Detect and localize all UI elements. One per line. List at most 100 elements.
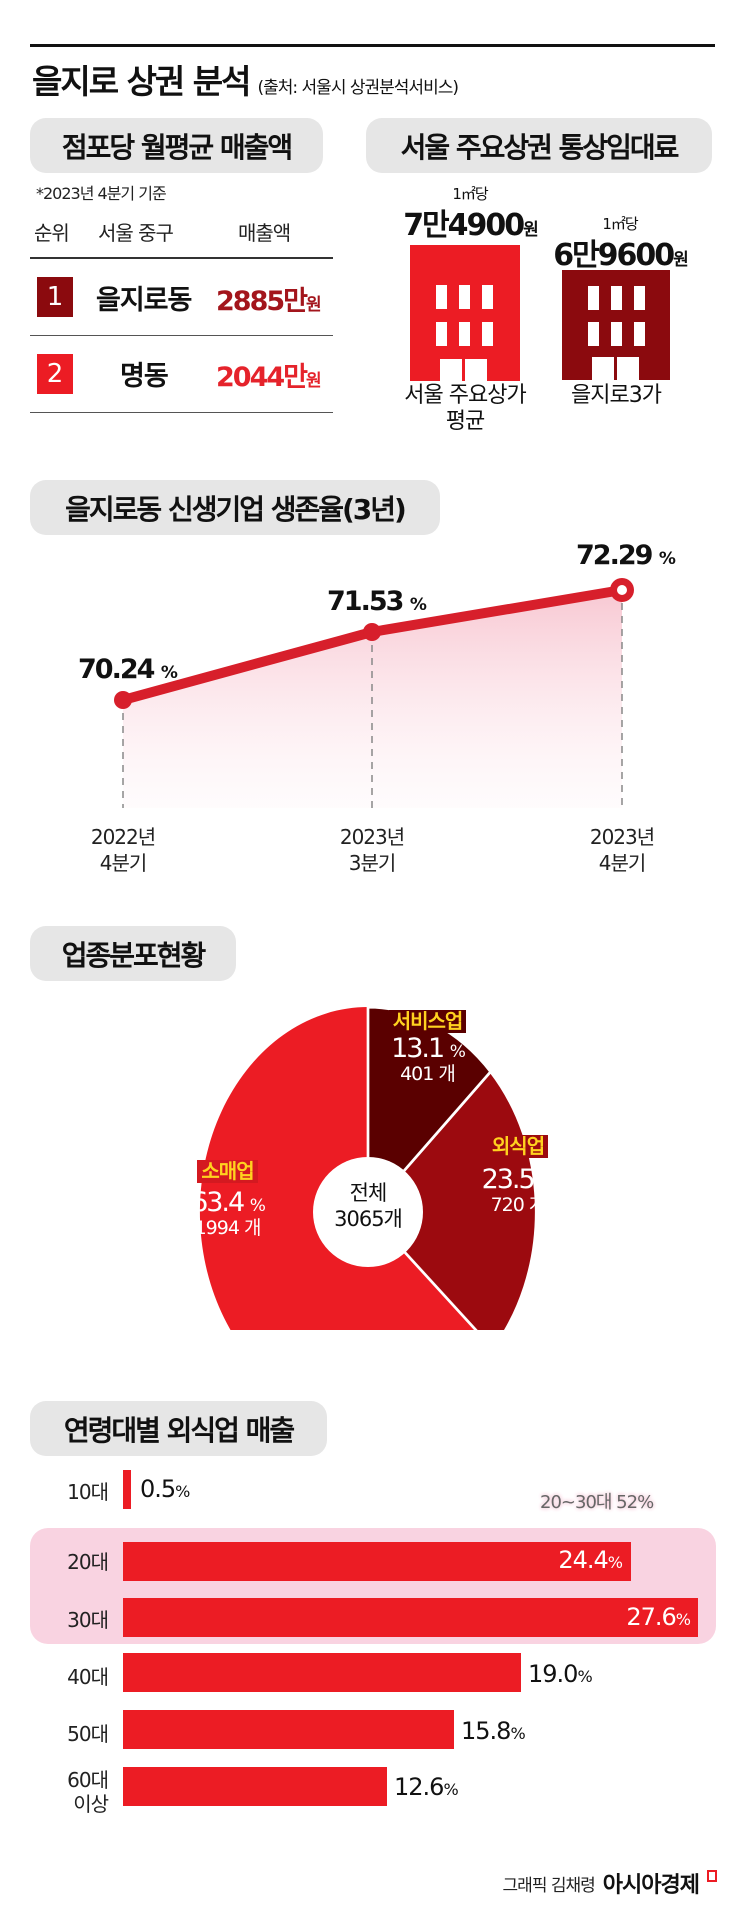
survival-value-3-unit: % bbox=[658, 549, 676, 569]
bar-40s bbox=[123, 1653, 521, 1692]
bar-value-20s: 24.4% bbox=[540, 1546, 623, 1574]
amount-2-unit: 원 bbox=[306, 371, 322, 391]
district-2: 명동 bbox=[120, 361, 169, 392]
source-note: (출처: 서울시 상권분석서비스) bbox=[257, 78, 459, 98]
bar-value-60s: 12.6% bbox=[394, 1773, 459, 1801]
industry-section-title: 업종분포현황 bbox=[30, 926, 236, 981]
footer: 그래픽 김채령 아시아경제 bbox=[503, 1867, 717, 1899]
age-label-40: 40대 bbox=[67, 1665, 109, 1689]
building-icon-euljiro3ga bbox=[562, 270, 670, 380]
bar-value-60s-num: 12.6 bbox=[394, 1773, 444, 1801]
x-label-3-line2: 4분기 bbox=[598, 851, 647, 875]
col-district: 서울 중구 bbox=[98, 221, 174, 245]
label-service-pct: 13.1 bbox=[391, 1033, 445, 1064]
col-rank: 순위 bbox=[34, 221, 70, 245]
age-label-30: 30대 bbox=[67, 1608, 109, 1632]
rent-price-2-unit: 원 bbox=[673, 250, 689, 270]
sales-note: *2023년 4분기 기준 bbox=[36, 184, 167, 203]
highlight-label: 20~30대 52% bbox=[540, 1492, 654, 1513]
brand-logo: 아시아경제 bbox=[602, 1873, 700, 1898]
age-label-10: 10대 bbox=[67, 1480, 109, 1504]
label-food-pct: 23.5 bbox=[481, 1164, 536, 1195]
x-label-1-line1: 2022년 bbox=[90, 825, 156, 849]
survival-value-3: 72.29 % bbox=[576, 540, 676, 571]
age-label-60-line1: 60대 bbox=[67, 1768, 109, 1792]
bar-20s bbox=[123, 1542, 631, 1581]
x-label-1: 2022년 4분기 bbox=[73, 824, 173, 876]
unit: % bbox=[577, 1667, 592, 1686]
amount-2: 2044만원 bbox=[216, 355, 322, 394]
data-point-1 bbox=[114, 691, 132, 709]
data-point-2 bbox=[363, 623, 381, 641]
x-label-3-line1: 2023년 bbox=[589, 825, 655, 849]
unit: % bbox=[175, 1482, 190, 1501]
unit: % bbox=[607, 1553, 623, 1572]
label-food: 외식업 23.5 % 720 개 bbox=[468, 1135, 568, 1217]
amount-2-value: 2044만 bbox=[216, 362, 308, 393]
survival-value-1-unit: % bbox=[160, 663, 178, 683]
age-label-60-line2: 이상 bbox=[73, 1792, 109, 1816]
pct-unit: % bbox=[540, 1173, 556, 1193]
bar-10s bbox=[123, 1470, 131, 1509]
pct-unit: % bbox=[449, 1042, 466, 1062]
table-divider bbox=[30, 335, 333, 336]
pct-unit: % bbox=[249, 1196, 266, 1216]
donut-center-label: 전체 3065개 bbox=[313, 1180, 423, 1232]
x-label-2-line2: 3분기 bbox=[348, 851, 397, 875]
amount-1-value: 2885만 bbox=[216, 286, 308, 317]
rent-caption-1: 서울 주요상가 평균 bbox=[385, 383, 545, 435]
unit: % bbox=[443, 1780, 458, 1799]
bar-value-50s: 15.8% bbox=[461, 1717, 526, 1745]
label-retail: 소매업 63.4 % 1994 개 bbox=[180, 1160, 275, 1240]
sales-section-title: 점포당 월평균 매출액 bbox=[30, 118, 323, 173]
label-service-count: 401 개 bbox=[400, 1063, 456, 1086]
age-section-title: 연령대별 외식업 매출 bbox=[30, 1401, 327, 1456]
center-label-line2: 3065개 bbox=[334, 1207, 403, 1231]
bar-value-40s: 19.0% bbox=[528, 1660, 593, 1688]
rent-price-2: 6만9600원 bbox=[540, 230, 700, 274]
survival-value-1: 70.24 % bbox=[78, 654, 178, 685]
x-label-1-line2: 4분기 bbox=[99, 851, 148, 875]
unit: % bbox=[675, 1610, 691, 1629]
survival-value-3-num: 72.29 bbox=[576, 540, 653, 571]
rent-caption-1-line1: 서울 주요상가 bbox=[404, 383, 526, 408]
rank-badge-1: 1 bbox=[37, 277, 73, 317]
donut-hole bbox=[313, 1157, 423, 1267]
label-service-name: 서비스업 bbox=[388, 1010, 467, 1033]
rent-price-1: 7만4900원 bbox=[390, 200, 550, 244]
survival-value-1-num: 70.24 bbox=[78, 654, 155, 685]
col-amount: 매출액 bbox=[238, 221, 291, 245]
bar-value-10s-num: 0.5 bbox=[140, 1475, 176, 1503]
rent-per-2: 1㎡당 bbox=[602, 215, 638, 233]
bar-value-30s: 27.6% bbox=[605, 1603, 691, 1631]
table-divider bbox=[30, 412, 333, 413]
label-service: 서비스업 13.1 % 401 개 bbox=[370, 1010, 485, 1086]
rank-badge-2: 2 bbox=[37, 354, 73, 394]
amount-1: 2885만원 bbox=[216, 279, 322, 318]
label-retail-count: 1994 개 bbox=[194, 1217, 262, 1240]
x-label-2: 2023년 3분기 bbox=[322, 824, 422, 876]
brand-mark-icon bbox=[707, 1870, 717, 1882]
bar-value-40s-num: 19.0 bbox=[528, 1660, 578, 1688]
survival-line-chart bbox=[114, 578, 634, 808]
survival-value-2: 71.53 % bbox=[327, 586, 427, 617]
rent-price-2-value: 6만9600 bbox=[553, 238, 675, 273]
top-rule bbox=[30, 44, 715, 47]
bar-30s bbox=[123, 1598, 698, 1637]
age-label-20: 20대 bbox=[67, 1550, 109, 1574]
survival-value-2-num: 71.53 bbox=[327, 586, 404, 617]
bar-value-30s-num: 27.6 bbox=[626, 1603, 676, 1631]
label-food-count: 720 개 bbox=[490, 1194, 547, 1217]
rent-section-title: 서울 주요상권 통상임대료 bbox=[366, 118, 712, 173]
rent-caption-1-line2: 평균 bbox=[445, 409, 485, 434]
age-label-60: 60대 이상 bbox=[48, 1768, 109, 1816]
rent-per-1: 1㎡당 bbox=[452, 185, 488, 203]
age-label-50: 50대 bbox=[67, 1722, 109, 1746]
label-retail-name: 소매업 bbox=[197, 1160, 258, 1183]
bar-value-50s-num: 15.8 bbox=[461, 1717, 511, 1745]
center-label-line1: 전체 bbox=[349, 1181, 388, 1205]
amount-1-unit: 원 bbox=[306, 295, 322, 315]
building-icon-seoul-avg bbox=[410, 245, 520, 381]
table-divider bbox=[30, 257, 333, 259]
x-label-3: 2023년 4분기 bbox=[572, 824, 672, 876]
